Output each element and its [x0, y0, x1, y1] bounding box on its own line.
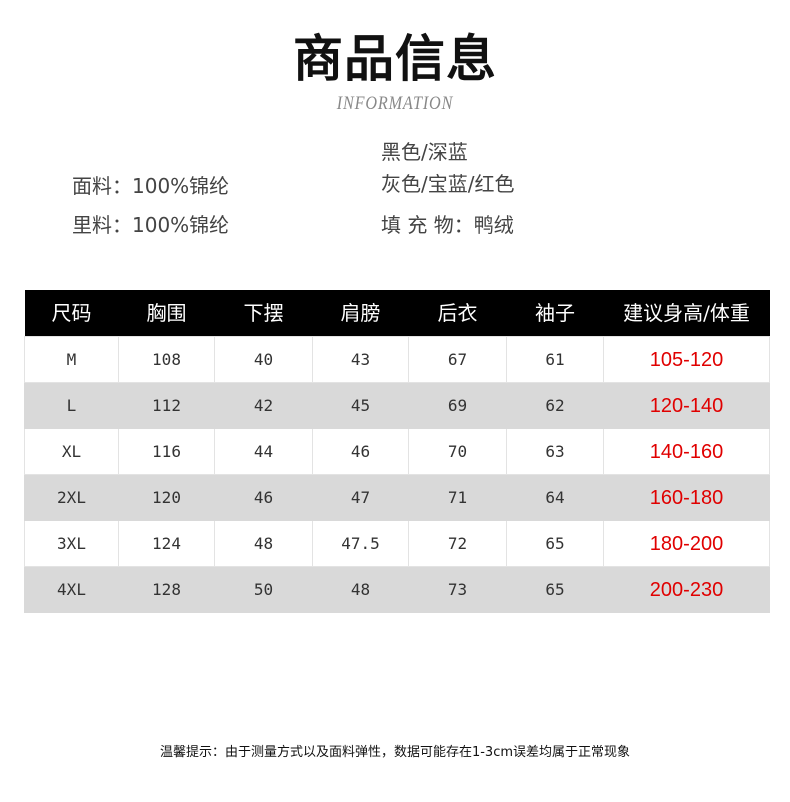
colors-line-2: 灰色/宝蓝/红色: [381, 172, 515, 196]
column-header: 建议身高/体重: [603, 290, 770, 337]
table-row: 3XL 124 48 47.5 72 65 180-200: [24, 520, 770, 567]
recommended-height-weight-cell: 160-180: [603, 474, 770, 521]
recommended-height-weight-cell: 120-140: [603, 382, 770, 429]
table-cell: 112: [118, 382, 215, 429]
table-cell: 116: [118, 428, 215, 475]
table-row: L 112 42 45 69 62 120-140: [24, 382, 770, 429]
table-cell: 40: [214, 336, 313, 383]
column-header: 袖子: [506, 290, 604, 337]
table-cell: 70: [408, 428, 507, 475]
table-cell: 120: [118, 474, 215, 521]
table-cell: 64: [506, 474, 604, 521]
column-header: 下摆: [214, 290, 313, 337]
table-cell: 63: [506, 428, 604, 475]
table-cell: 69: [408, 382, 507, 429]
filling-info: 填 充 物：鸭绒: [381, 213, 514, 237]
table-cell: 50: [214, 566, 313, 613]
fabric-info: 面料：100%锦纶: [72, 174, 230, 198]
table-cell: 3XL: [24, 520, 119, 567]
column-header: 后衣: [408, 290, 507, 337]
column-header: 尺码: [24, 290, 119, 337]
table-cell: 43: [312, 336, 409, 383]
table-cell: 71: [408, 474, 507, 521]
recommended-height-weight-cell: 140-160: [603, 428, 770, 475]
table-cell: 48: [312, 566, 409, 613]
table-row: M 108 40 43 67 61 105-120: [24, 336, 770, 383]
lining-info: 里料：100%锦纶: [72, 213, 230, 237]
recommended-height-weight-cell: 200-230: [603, 566, 770, 613]
table-cell: 4XL: [24, 566, 119, 613]
table-cell: 61: [506, 336, 604, 383]
table-cell: M: [24, 336, 119, 383]
table-cell: 65: [506, 566, 604, 613]
table-cell: 65: [506, 520, 604, 567]
table-cell: 67: [408, 336, 507, 383]
recommended-height-weight-cell: 105-120: [603, 336, 770, 383]
page-subtitle: INFORMATION: [336, 93, 454, 114]
table-cell: 46: [312, 428, 409, 475]
table-row: XL 116 44 46 70 63 140-160: [24, 428, 770, 475]
table-cell: 128: [118, 566, 215, 613]
table-cell: 45: [312, 382, 409, 429]
table-cell: 48: [214, 520, 313, 567]
column-header: 胸围: [118, 290, 215, 337]
table-row: 4XL 128 50 48 73 65 200-230: [24, 566, 770, 613]
table-cell: 46: [214, 474, 313, 521]
table-cell: 108: [118, 336, 215, 383]
table-cell: 44: [214, 428, 313, 475]
table-cell: 42: [214, 382, 313, 429]
table-cell: 73: [408, 566, 507, 613]
table-cell: 72: [408, 520, 507, 567]
table-cell: 47: [312, 474, 409, 521]
table-header-row: 尺码 胸围 下摆 肩膀 后衣 袖子 建议身高/体重: [24, 290, 770, 337]
colors-line-1: 黑色/深蓝: [381, 140, 468, 164]
table-cell: XL: [24, 428, 119, 475]
tip-note: 温馨提示：由于测量方式以及面料弹性，数据可能存在1-3cm误差均属于正常现象: [159, 745, 631, 760]
table-cell: 62: [506, 382, 604, 429]
table-cell: L: [24, 382, 119, 429]
table-cell: 47.5: [312, 520, 409, 567]
table-cell: 2XL: [24, 474, 119, 521]
column-header: 肩膀: [312, 290, 409, 337]
page-title: 商品信息: [293, 30, 497, 88]
table-cell: 124: [118, 520, 215, 567]
recommended-height-weight-cell: 180-200: [603, 520, 770, 567]
table-row: 2XL 120 46 47 71 64 160-180: [24, 474, 770, 521]
size-table: 尺码 胸围 下摆 肩膀 后衣 袖子 建议身高/体重 M 108 40 43 67 61 105-120 L…: [24, 290, 770, 613]
